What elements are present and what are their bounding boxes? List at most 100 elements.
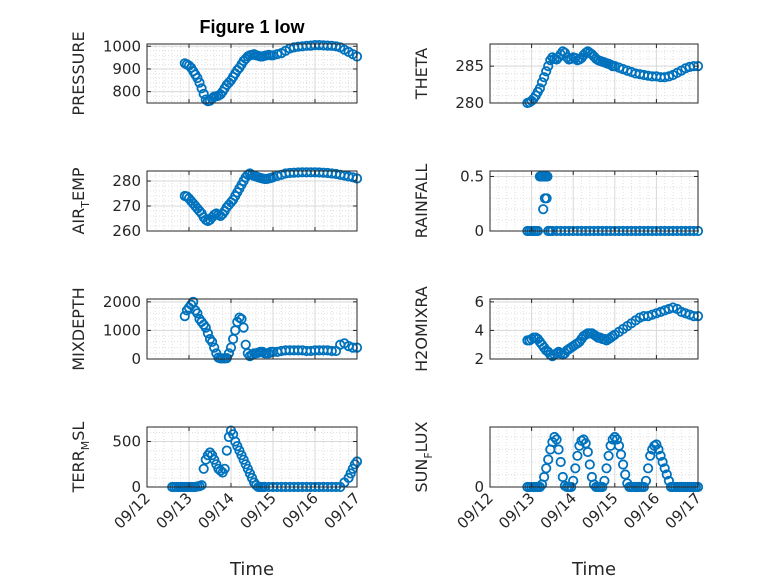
data-point [538, 72, 550, 83]
x-tick-label: 09/13 [495, 489, 538, 532]
data-point [651, 439, 662, 450]
data-point [657, 456, 668, 468]
axis-box [489, 170, 699, 232]
data-point [194, 77, 205, 88]
y-tick-label: 900 [112, 60, 141, 78]
y-axis-label: PRESSURE [69, 31, 88, 115]
axis-box [489, 298, 699, 360]
y-axis-label-subscript: F [422, 452, 435, 458]
data-point [603, 450, 614, 461]
data-point [238, 322, 249, 333]
y-tick-label: 4 [474, 321, 484, 339]
y-tick-label: 0.5 [460, 167, 484, 185]
x-tick-label: 09/14 [195, 489, 238, 532]
data-point [228, 333, 239, 345]
y-axis-label-part: AIR [69, 208, 88, 235]
y-axis-label-part: SL [69, 422, 88, 441]
y-axis-label: AIRTEMP [69, 167, 92, 234]
data-point [196, 83, 207, 94]
data-point [551, 434, 562, 445]
data-point [204, 447, 216, 458]
axis-box [146, 298, 358, 360]
data-point [200, 94, 211, 105]
data-point [599, 475, 610, 486]
data-point [607, 434, 618, 445]
x-tick-label: 09/16 [620, 489, 663, 532]
data-point [543, 454, 554, 465]
y-axis-label: MIXDEPTH [69, 287, 88, 370]
x-tick-label: 09/15 [578, 489, 621, 532]
axis-box [146, 426, 358, 488]
data-point [209, 342, 220, 353]
y-axis-label: H2OMIXRA [412, 286, 431, 372]
y-tick-label: 0 [474, 478, 484, 496]
data-point [198, 88, 209, 100]
y-tick-label: 280 [455, 94, 484, 112]
data-point [661, 469, 672, 480]
x-tick-label: 09/15 [237, 489, 280, 532]
data-point [198, 463, 209, 474]
y-axis-label-subscript: T [79, 201, 92, 209]
y-tick-label: 6 [474, 293, 484, 311]
axis-box [146, 43, 358, 104]
data-point [570, 463, 581, 474]
data-point [640, 475, 652, 486]
data-point [536, 77, 548, 88]
data-point [326, 345, 337, 357]
data-point [179, 310, 190, 322]
x-tick-label: 09/13 [153, 489, 196, 532]
data-point [200, 322, 211, 333]
y-tick-label: 800 [112, 83, 141, 101]
data-point [240, 339, 251, 350]
data-point [543, 60, 554, 72]
x-axis-label-left: Time [229, 559, 274, 580]
y-tick-label: 270 [112, 197, 141, 215]
data-point [542, 171, 553, 182]
data-point [541, 463, 552, 474]
data-point [601, 463, 612, 474]
data-point [555, 456, 566, 468]
data-point [538, 204, 549, 215]
y-tick-label: 0 [474, 222, 484, 240]
subplot-theta: 280 285 THETA [412, 43, 704, 112]
y-tick-label: 1000 [103, 321, 141, 339]
x-tick-label: 09/17 [662, 489, 705, 532]
subplot-h2omixra: 2 4 6 H2OMIXRA [412, 286, 704, 372]
data-point [223, 348, 234, 359]
data-point [549, 431, 560, 443]
x-tick-label: 09/16 [279, 489, 322, 532]
axis-box [489, 426, 699, 488]
data-point [655, 450, 666, 461]
subplot-air_temp: 260 270 280 AIRTEMP [69, 167, 363, 240]
y-axis-label-part: EMP [69, 167, 88, 201]
y-axis-label-subscript: M [79, 441, 92, 451]
data-point [219, 463, 230, 474]
axis-box [146, 170, 358, 232]
data-point [582, 446, 593, 458]
data-point [207, 336, 218, 347]
data-point [617, 459, 629, 470]
data-point [615, 449, 627, 460]
data-point [553, 444, 564, 455]
data-point [653, 444, 664, 455]
x-axis-label-right: Time [571, 559, 616, 580]
data-point [202, 328, 213, 339]
data-point [611, 434, 623, 445]
y-tick-label: 280 [112, 172, 141, 190]
subplot-rainfall: 0 0.5 RAINFALL [412, 164, 704, 240]
data-point [221, 445, 232, 456]
axis-box [489, 43, 699, 104]
y-axis-label: SUNFLUX [412, 421, 435, 492]
data-point [330, 41, 342, 52]
data-point [572, 450, 583, 461]
data-point [534, 83, 546, 94]
data-point [659, 463, 670, 474]
data-point [584, 459, 595, 470]
y-tick-label: 500 [112, 433, 141, 451]
data-point [196, 480, 207, 491]
data-point [609, 431, 620, 443]
